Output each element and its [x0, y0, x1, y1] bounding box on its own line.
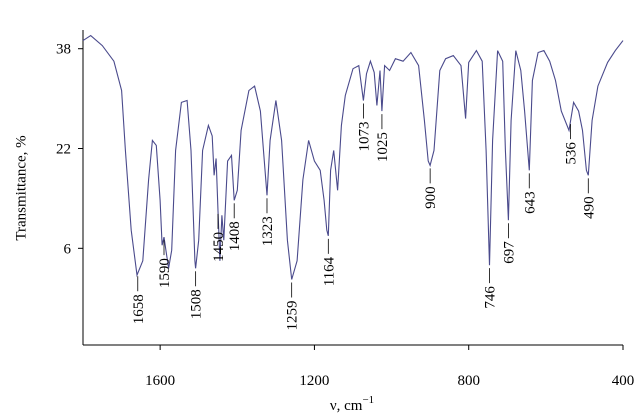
- peak-label: 746: [483, 286, 499, 309]
- y-tick-label: 22: [56, 142, 71, 158]
- peak-label: 536: [564, 142, 580, 165]
- peak-label: 900: [423, 186, 439, 209]
- peak-label: 1658: [131, 294, 147, 324]
- y-tick-label: 38: [56, 42, 71, 58]
- peak-label: 1508: [189, 289, 205, 319]
- x-tick-label: 1600: [145, 373, 175, 389]
- x-axis-label-sup: −1: [362, 394, 374, 406]
- x-tick-label: 1200: [299, 373, 329, 389]
- peak-label: 1164: [321, 256, 337, 286]
- peak-label: 1590: [157, 258, 173, 288]
- peak-label: 1259: [285, 301, 301, 331]
- y-axis-label: Transmittance, %: [13, 135, 29, 240]
- x-tick-label: 400: [612, 373, 635, 389]
- y-tick-label: 6: [64, 241, 72, 257]
- peak-label: 1450: [211, 232, 227, 262]
- x-axis-label-main: ν, cm: [330, 398, 363, 414]
- peak-label: 1025: [375, 132, 391, 162]
- peak-label: 1323: [260, 216, 276, 246]
- peak-label: 1073: [356, 121, 372, 151]
- peak-label: 1408: [227, 221, 243, 251]
- peak-label: 697: [501, 241, 517, 264]
- peak-label: 490: [581, 196, 597, 219]
- x-tick-label: 800: [457, 373, 480, 389]
- x-axis-label: ν, cm−1: [330, 394, 374, 414]
- spectrum-line: [82, 34, 624, 280]
- peak-label: 643: [522, 191, 538, 214]
